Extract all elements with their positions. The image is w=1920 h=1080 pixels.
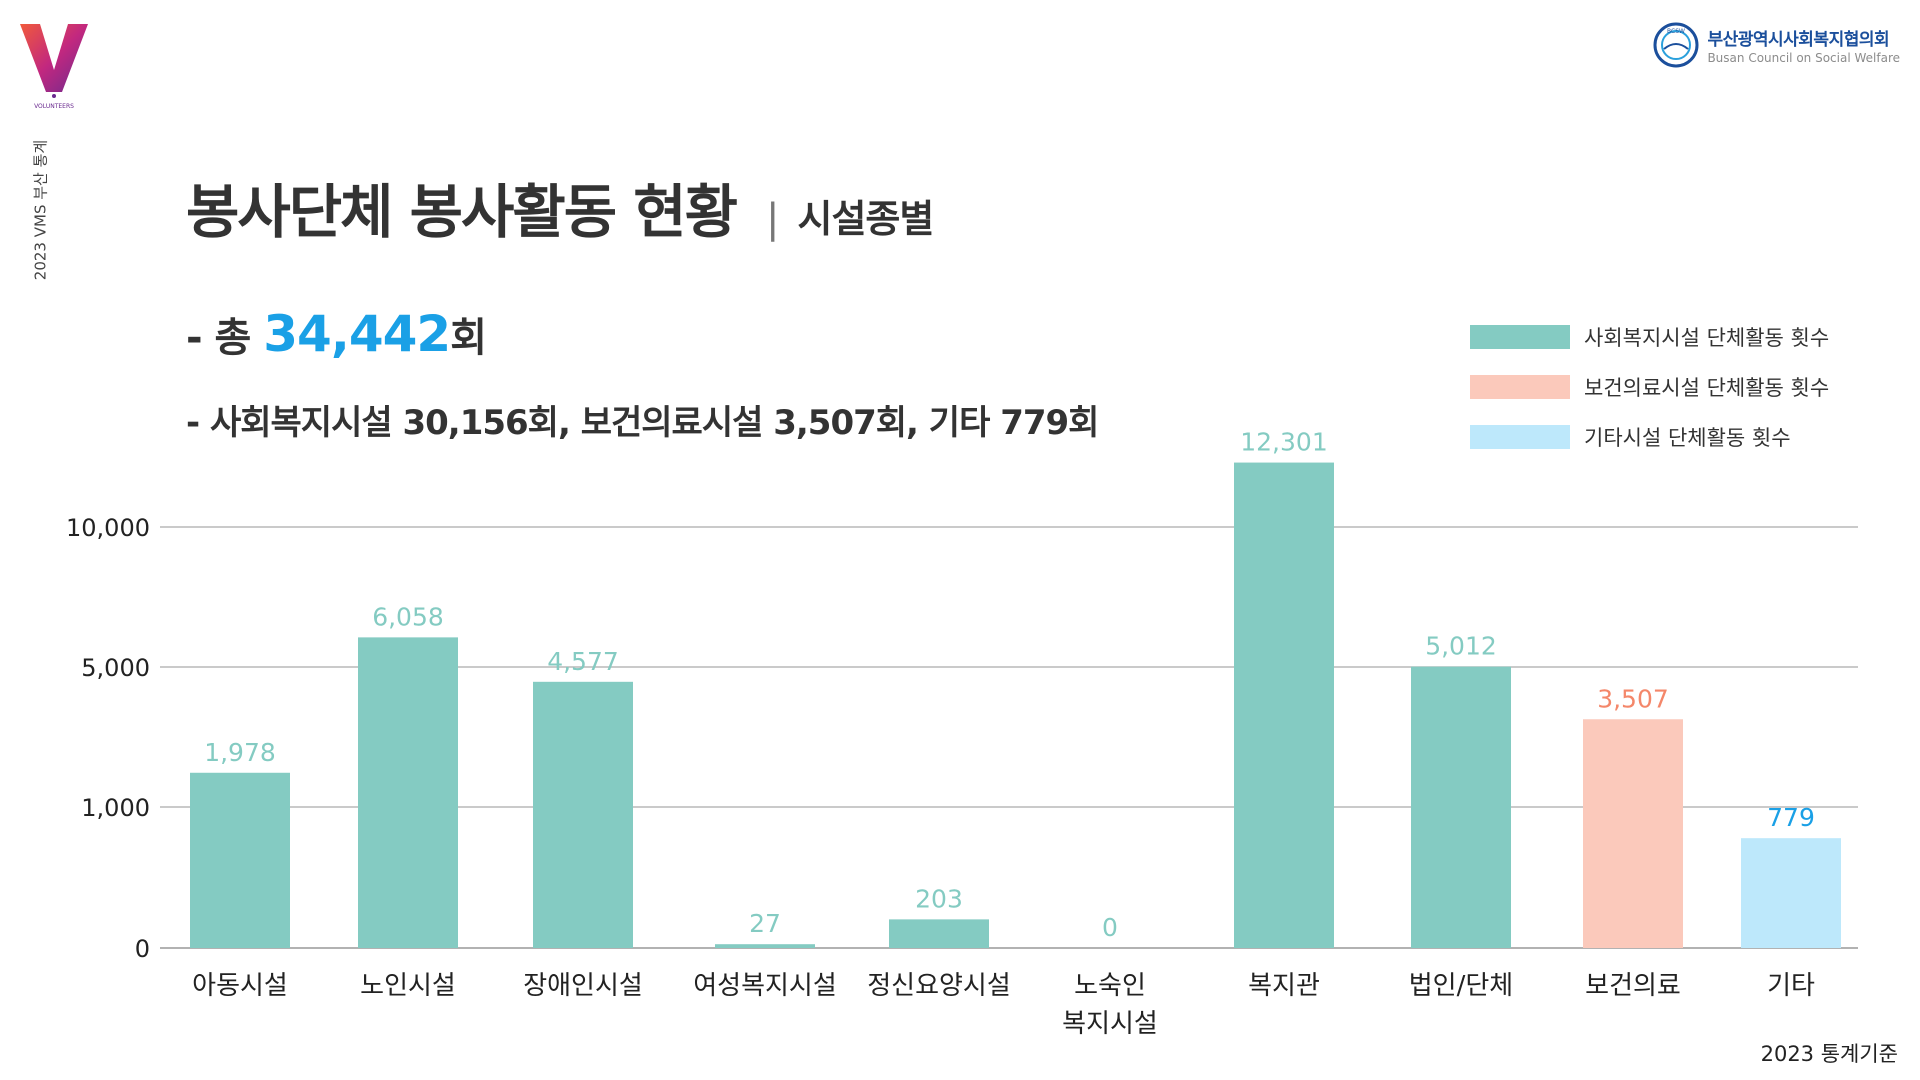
x-tick-label: 보건의료 [1585, 971, 1681, 1001]
bar [1583, 719, 1683, 948]
data-label: 3,507 [1597, 684, 1669, 713]
bar [889, 919, 989, 948]
page-subtitle: 시설종별 [797, 197, 934, 241]
data-label: 12,301 [1240, 428, 1327, 457]
org-name-en: Busan Council on Social Welfare [1707, 51, 1900, 65]
data-label: 5,012 [1425, 632, 1497, 661]
bar [190, 772, 290, 948]
legend-item-medical: 보건의료시설 단체활동 횟수 [1470, 362, 1829, 412]
org-name-kr: 부산광역시사회복지협의회 [1707, 30, 1890, 50]
bar [1411, 666, 1511, 948]
y-tick-label: 5,000 [81, 654, 150, 682]
page-header: 봉사단체 봉사활동 현황 | 시설종별 [186, 165, 934, 249]
data-label: 1,978 [204, 738, 276, 767]
x-tick-label: 여성복지시설 [693, 971, 837, 1001]
page-title: 봉사단체 봉사활동 현황 [186, 178, 738, 246]
org-logo: BCSW 부산광역시사회복지협의회 Busan Council on Socia… [1653, 22, 1900, 68]
bar [358, 637, 458, 948]
total-suffix: 회 [450, 315, 487, 361]
data-label: 4,577 [547, 647, 619, 676]
x-tick-label: 법인/단체 [1409, 971, 1513, 1001]
y-tick-label: 1,000 [81, 794, 150, 822]
data-label: 203 [915, 884, 963, 913]
svg-text:BCSW: BCSW [1667, 28, 1685, 35]
breakdown-summary: - 사회복지시설 30,156회, 보건의료시설 3,507회, 기타 779회 [186, 403, 1099, 443]
total-prefix: - 총 [186, 315, 264, 361]
legend-swatch-social [1470, 325, 1570, 349]
x-tick-label: 복지관 [1248, 971, 1320, 1001]
legend-label-medical: 보건의료시설 단체활동 횟수 [1584, 376, 1830, 400]
x-tick-label: 정신요양시설 [867, 971, 1011, 1001]
title-separator: | [766, 196, 780, 242]
legend-label-other: 기타시설 단체활동 횟수 [1584, 426, 1791, 450]
footnote: 2023 통계기준 [1760, 1042, 1898, 1066]
bar [715, 944, 815, 948]
data-label: 0 [1102, 913, 1118, 942]
bar [1234, 462, 1334, 948]
legend-swatch-medical [1470, 375, 1570, 399]
data-label: 6,058 [372, 602, 444, 631]
total-summary: - 총 34,442회 [186, 305, 487, 363]
legend-item-social: 사회복지시설 단체활동 횟수 [1470, 312, 1829, 362]
legend-item-other: 기타시설 단체활동 횟수 [1470, 412, 1829, 462]
svg-text:VOLUNTEERS: VOLUNTEERS [34, 103, 74, 110]
data-label: 27 [749, 909, 781, 938]
x-tick-label: 장애인시설 [523, 971, 643, 1001]
total-value: 34,442 [263, 305, 451, 363]
data-label: 779 [1767, 803, 1815, 832]
x-tick-label: 아동시설 [192, 971, 288, 1001]
x-tick-label: 노숙인 복지시설 [1062, 971, 1158, 1039]
org-emblem-icon: BCSW [1653, 22, 1699, 68]
volunteers-logo: VOLUNTEERS [20, 24, 88, 110]
chart-legend: 사회복지시설 단체활동 횟수 보건의료시설 단체활동 횟수 기타시설 단체활동 … [1470, 312, 1829, 462]
y-tick-label: 10,000 [66, 514, 150, 542]
bar [1741, 838, 1841, 948]
y-tick-label: 0 [135, 935, 150, 963]
bar [533, 681, 633, 948]
x-tick-label: 기타 [1767, 971, 1815, 1001]
x-tick-label: 노인시설 [360, 971, 456, 1001]
legend-swatch-other [1470, 425, 1570, 449]
legend-label-social: 사회복지시설 단체활동 횟수 [1584, 326, 1830, 350]
